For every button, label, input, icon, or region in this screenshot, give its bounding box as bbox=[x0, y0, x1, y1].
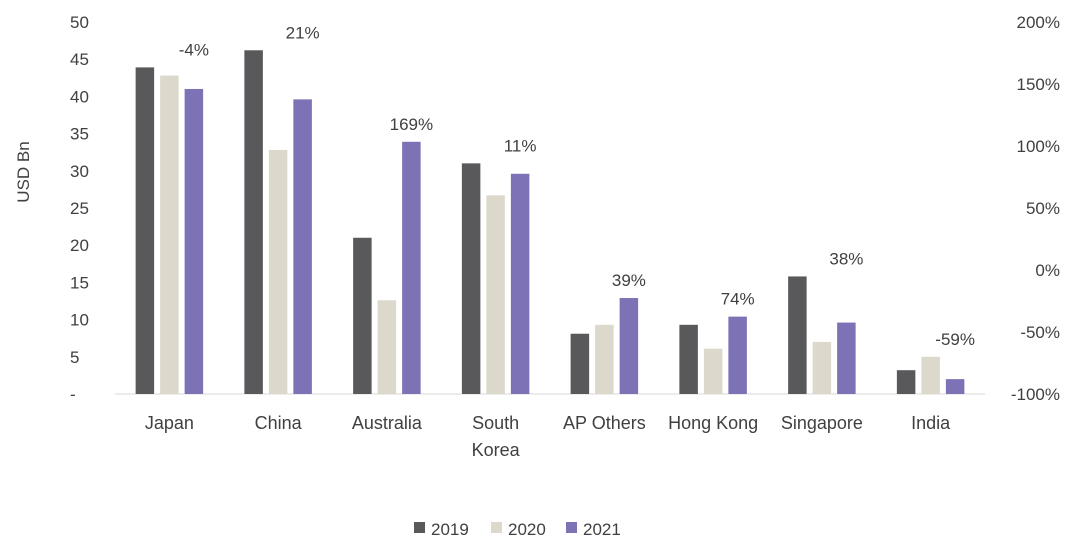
y-tick-label: 50 bbox=[70, 13, 89, 32]
bar-2021-china bbox=[293, 99, 312, 394]
y-tick-label: 30 bbox=[70, 162, 89, 181]
bars-group bbox=[135, 50, 965, 395]
y-tick-label: 25 bbox=[70, 199, 89, 218]
bar-2020-ap-others bbox=[595, 324, 614, 394]
bar-2019-singapore bbox=[788, 276, 807, 394]
y-tick-label: 35 bbox=[70, 125, 89, 144]
y2-tick-label: 0% bbox=[1035, 261, 1060, 280]
y2-axis-ticks: -100% -50% 0% 50% 100% 150% 200% bbox=[1011, 13, 1060, 404]
x-tick-label: South bbox=[472, 413, 519, 433]
x-tick-label: Australia bbox=[352, 413, 423, 433]
bar-2020-india bbox=[921, 356, 940, 394]
y2-tick-label: -100% bbox=[1011, 385, 1060, 404]
bar-2019-hong-kong bbox=[679, 324, 698, 394]
y-tick-label: 45 bbox=[70, 50, 89, 69]
x-tick-label: China bbox=[255, 413, 303, 433]
x-tick-label: Singapore bbox=[781, 413, 863, 433]
bar-2019-china bbox=[244, 50, 263, 394]
bar-2019-south-korea bbox=[461, 163, 481, 394]
bar-2021-australia bbox=[402, 141, 421, 394]
change-label: 74% bbox=[721, 290, 755, 309]
legend-swatch bbox=[414, 522, 425, 533]
change-label: 11% bbox=[504, 136, 537, 155]
y2-tick-label: 50% bbox=[1026, 199, 1060, 218]
y2-tick-label: -50% bbox=[1020, 323, 1060, 342]
bar-2019-japan bbox=[135, 67, 155, 394]
y2-tick-label: 150% bbox=[1017, 75, 1060, 94]
change-label: 38% bbox=[829, 249, 863, 268]
y2-tick-label: 100% bbox=[1017, 137, 1060, 156]
legend-label: 2021 bbox=[583, 520, 621, 539]
bar-2021-india bbox=[945, 379, 965, 394]
bar-2021-south-korea bbox=[510, 173, 530, 394]
x-tick-label: India bbox=[911, 413, 951, 433]
y2-tick-label: 200% bbox=[1017, 13, 1060, 32]
y-tick-label: 10 bbox=[70, 311, 89, 330]
legend-swatch bbox=[566, 522, 577, 533]
bar-2020-china bbox=[268, 149, 288, 394]
y-axis-label: USD Bn bbox=[14, 141, 33, 202]
x-tick-label: AP Others bbox=[563, 413, 646, 433]
y-tick-label: 5 bbox=[70, 348, 79, 367]
bar-2020-hong-kong bbox=[703, 348, 723, 394]
bar-2020-japan bbox=[160, 75, 179, 395]
bar-2019-australia bbox=[353, 237, 372, 394]
x-tick-label: Hong Kong bbox=[668, 413, 758, 433]
change-label: -4% bbox=[179, 40, 209, 59]
x-tick-label: Korea bbox=[472, 440, 521, 460]
change-labels-group: -4% 21% 169% 11% 39% 74% 38% -59% bbox=[179, 23, 975, 349]
bar-2020-australia bbox=[377, 300, 397, 394]
y-tick-label: 40 bbox=[70, 87, 89, 106]
x-tick-label: Japan bbox=[145, 413, 194, 433]
y-tick-label: 20 bbox=[70, 236, 89, 255]
change-label: 39% bbox=[612, 271, 646, 290]
change-label: 21% bbox=[286, 23, 320, 42]
y-axis-ticks: - 5 10 15 20 25 30 35 40 45 50 bbox=[70, 13, 89, 404]
bar-2020-singapore bbox=[812, 341, 832, 394]
y-tick-label: 15 bbox=[70, 273, 89, 292]
bar-2019-ap-others bbox=[570, 333, 590, 394]
bar-2021-ap-others bbox=[619, 298, 639, 394]
change-label: -59% bbox=[935, 330, 975, 349]
bar-2020-south-korea bbox=[486, 195, 505, 394]
y-tick-label: - bbox=[70, 385, 76, 404]
change-label: 169% bbox=[390, 115, 433, 134]
bar-2021-hong-kong bbox=[728, 316, 747, 394]
bar-2019-india bbox=[896, 370, 916, 394]
legend-swatch bbox=[491, 522, 502, 533]
legend-label: 2020 bbox=[508, 520, 546, 539]
x-axis-labels: Japan China Australia South Korea AP Others Ho… bbox=[145, 413, 951, 460]
legend: 2019 2020 2021 bbox=[414, 520, 621, 539]
bar-2021-singapore bbox=[837, 322, 856, 394]
legend-label: 2019 bbox=[431, 520, 469, 539]
bar-2021-japan bbox=[184, 88, 204, 395]
